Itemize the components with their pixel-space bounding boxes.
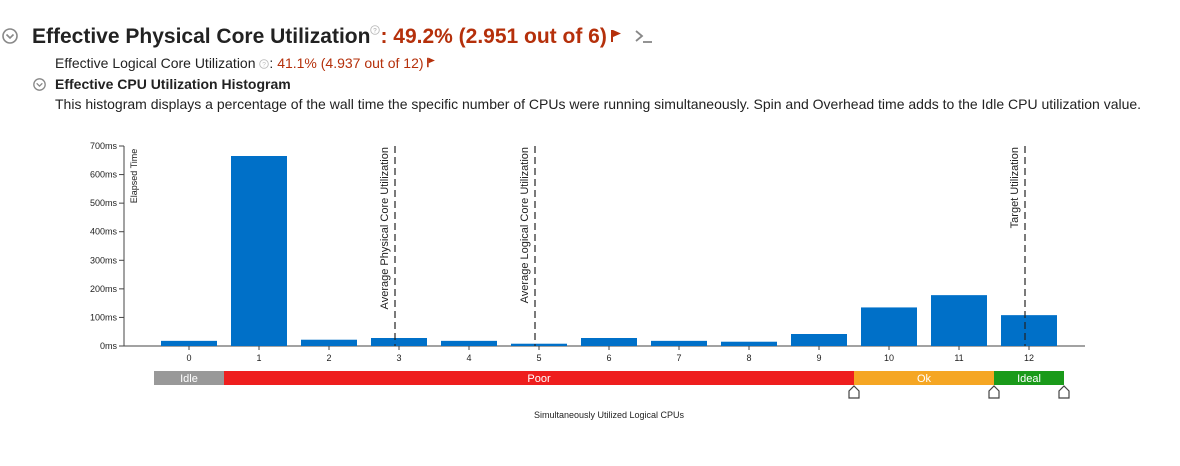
title-colon: :: [380, 25, 394, 48]
x-tick-label: 6: [606, 353, 611, 363]
x-tick-label: 9: [816, 353, 821, 363]
x-tick-label: 0: [186, 353, 191, 363]
x-axis-title: Simultaneously Utilized Logical CPUs: [534, 410, 685, 420]
histogram-bar[interactable]: [231, 156, 287, 346]
terminal-prompt-icon[interactable]: [634, 29, 654, 43]
utilization-band: [854, 371, 994, 385]
histogram-bar[interactable]: [1001, 315, 1057, 346]
histogram-header: Effective CPU Utilization Histogram: [0, 76, 600, 96]
histogram-bar[interactable]: [721, 341, 777, 346]
chevron-circle-icon[interactable]: [33, 78, 46, 91]
logical-utilization-value: 41.1% (4.937 out of 12): [277, 55, 424, 71]
x-tick-label: 5: [536, 353, 541, 363]
histogram-bar[interactable]: [161, 340, 217, 346]
histogram-bar[interactable]: [371, 338, 427, 346]
threshold-handle[interactable]: [848, 385, 860, 399]
y-tick-label: 700ms: [90, 141, 118, 151]
x-tick-label: 10: [884, 353, 894, 363]
reference-line-label: Average Physical Core Utilization: [379, 147, 391, 309]
page-title-block: Effective Physical Core Utilization?: 49…: [32, 25, 654, 49]
utilization-band-label: Idle: [180, 373, 198, 385]
help-icon[interactable]: ?: [370, 25, 381, 35]
red-flag-icon: [610, 30, 621, 42]
utilization-band-label: Poor: [527, 373, 551, 385]
utilization-band: [154, 371, 224, 385]
histogram-bar[interactable]: [301, 339, 357, 346]
x-tick-label: 3: [396, 353, 401, 363]
help-icon[interactable]: ?: [259, 59, 270, 70]
histogram-title: Effective CPU Utilization Histogram: [55, 76, 291, 92]
x-tick-label: 7: [676, 353, 681, 363]
histogram-bar[interactable]: [651, 340, 707, 346]
histogram-bar[interactable]: [791, 334, 847, 346]
histogram-bar[interactable]: [581, 338, 637, 346]
utilization-band-label: Ok: [917, 373, 932, 385]
utilization-band-label: Ideal: [1017, 373, 1041, 385]
x-tick-label: 2: [326, 353, 331, 363]
histogram-bar[interactable]: [511, 343, 567, 346]
svg-text:?: ?: [263, 62, 267, 69]
logical-utilization-row: Effective Logical Core Utilization ?: 41…: [55, 55, 436, 71]
logical-colon: :: [269, 55, 278, 71]
y-tick-label: 500ms: [90, 198, 118, 208]
utilization-band: [994, 371, 1064, 385]
histogram-description: This histogram displays a percentage of …: [55, 96, 1142, 112]
x-tick-label: 4: [466, 353, 471, 363]
physical-utilization-value: 49.2% (2.951 out of 6): [393, 25, 607, 48]
y-tick-label: 300ms: [90, 255, 118, 265]
chevron-circle-icon[interactable]: [2, 28, 18, 44]
y-tick-label: 0ms: [100, 341, 118, 351]
threshold-handle[interactable]: [1058, 385, 1070, 399]
reference-line-label: Average Logical Core Utilization: [519, 147, 531, 303]
red-flag-icon: [426, 57, 435, 68]
y-axis-title: Elapsed Time: [129, 149, 139, 204]
y-tick-label: 200ms: [90, 284, 118, 294]
histogram-bar[interactable]: [861, 307, 917, 346]
x-tick-label: 12: [1024, 353, 1034, 363]
utilization-band: [224, 371, 854, 385]
y-tick-label: 400ms: [90, 227, 118, 237]
y-tick-label: 600ms: [90, 170, 118, 180]
histogram-bar[interactable]: [931, 295, 987, 346]
x-tick-label: 11: [954, 353, 963, 363]
page-title: Effective Physical Core Utilization: [32, 25, 371, 48]
x-tick-label: 8: [746, 353, 751, 363]
logical-utilization-label: Effective Logical Core Utilization: [55, 55, 256, 71]
y-tick-label: 100ms: [90, 312, 118, 322]
reference-line-label: Target Utilization: [1009, 147, 1021, 228]
x-tick-label: 1: [256, 353, 261, 363]
histogram-bar[interactable]: [441, 340, 497, 346]
svg-text:?: ?: [373, 28, 377, 35]
threshold-handle[interactable]: [988, 385, 1000, 399]
